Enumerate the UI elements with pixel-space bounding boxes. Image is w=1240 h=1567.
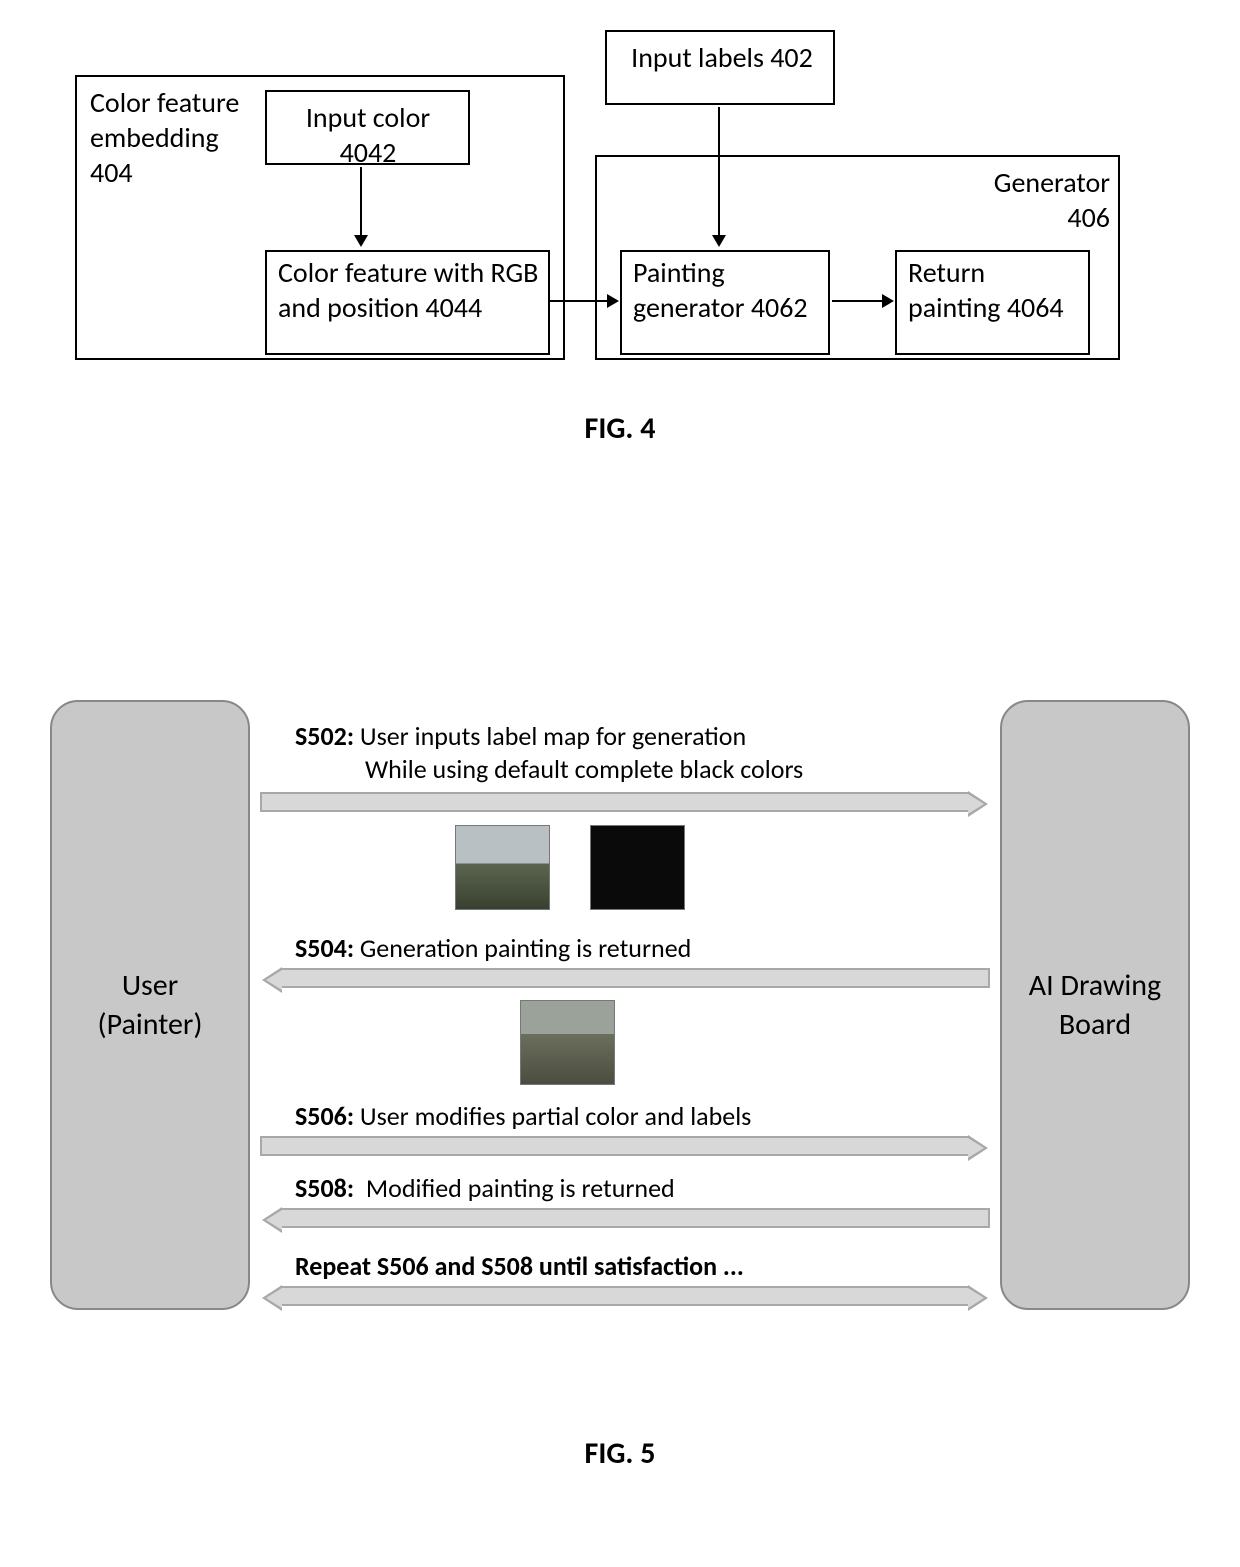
ai-board-actor: AI DrawingBoard <box>1000 700 1190 1310</box>
repeat-arrow <box>260 1286 990 1306</box>
s508-arrow <box>260 1208 990 1228</box>
s504-text: S504: Generation painting is returned <box>295 932 691 965</box>
arrow-inputcolor-to-colorfeature <box>360 167 362 245</box>
s508-text: S508: Modified painting is returned <box>295 1172 675 1205</box>
arrow-colorfeature-to-paintgen <box>550 300 617 302</box>
return-painting-label: Return painting 4064 <box>908 255 1078 325</box>
s502-thumb-black <box>590 825 685 910</box>
s504-arrow <box>260 968 990 988</box>
s506-text: S506: User modifies partial color and la… <box>295 1100 751 1133</box>
fig5-diagram: User(Painter) AI DrawingBoard S502: User… <box>50 700 1190 1320</box>
s502-arrow <box>260 792 990 812</box>
painting-generator-label: Painting generator 4062 <box>633 255 818 325</box>
input-color-label: Input color 4042 <box>278 100 458 170</box>
generator-label: Generator 406 <box>960 165 1110 235</box>
s502-text: S502: User inputs label map for generati… <box>295 720 803 785</box>
ai-board-label: AI DrawingBoard <box>1029 966 1161 1044</box>
user-actor-label: User(Painter) <box>98 966 203 1044</box>
repeat-text: Repeat S506 and S508 until satisfaction … <box>295 1250 744 1283</box>
arrow-inputlabels-to-paintgen <box>718 107 720 245</box>
arrow-paintgen-to-returnpaint <box>832 300 892 302</box>
fig4-caption: FIG. 4 <box>0 410 1240 447</box>
input-labels-label: Input labels 402 <box>622 40 822 75</box>
s504-thumb-generated <box>520 1000 615 1085</box>
fig5-caption: FIG. 5 <box>0 1435 1240 1472</box>
color-feature-embedding-label: Color feature embedding 404 <box>90 85 260 190</box>
user-actor: User(Painter) <box>50 700 250 1310</box>
s502-thumb-labelmap <box>455 825 550 910</box>
color-feature-label: Color feature with RGB and position 4044 <box>278 255 543 325</box>
s506-arrow <box>260 1136 990 1156</box>
